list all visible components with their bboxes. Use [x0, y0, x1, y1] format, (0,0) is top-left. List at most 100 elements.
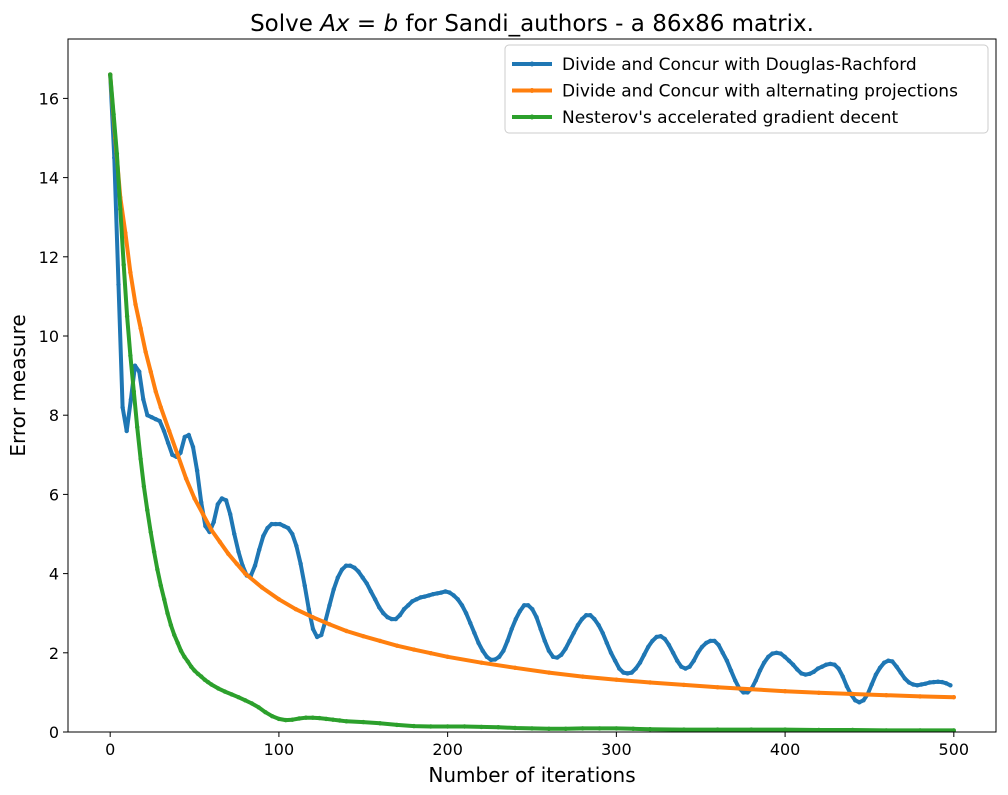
data-point [310, 615, 315, 620]
data-point [344, 719, 349, 724]
legend-label: Nesterov's accelerated gradient decent [562, 108, 898, 128]
data-point [563, 646, 568, 651]
data-point [571, 630, 576, 636]
data-point [138, 456, 143, 461]
data-point [319, 632, 324, 638]
data-point [352, 565, 357, 570]
y-tick-label: 10 [39, 327, 59, 346]
data-point [550, 654, 556, 659]
data-point [128, 270, 133, 275]
data-point [468, 620, 473, 626]
data-point [741, 690, 746, 695]
data-point [411, 647, 417, 652]
data-point [443, 589, 448, 594]
data-point [708, 638, 713, 644]
x-tick-label: 300 [601, 740, 632, 759]
data-point [733, 678, 738, 683]
series-markers-2 [108, 72, 956, 700]
data-point [774, 650, 779, 655]
data-point [331, 587, 336, 592]
data-point [199, 500, 204, 505]
data-point [546, 670, 552, 675]
data-point [215, 502, 220, 507]
data-point [884, 693, 889, 698]
data-point [111, 112, 116, 117]
data-point [269, 521, 274, 527]
data-point [559, 652, 564, 657]
data-point [252, 563, 258, 568]
data-point [199, 674, 204, 679]
data-point [182, 434, 187, 440]
data-point [165, 440, 171, 446]
data-point [422, 594, 427, 599]
data-point [276, 716, 282, 722]
data-point [153, 417, 158, 422]
data-point [658, 634, 663, 639]
data-point [625, 671, 630, 676]
data-point [939, 679, 945, 685]
data-point [675, 658, 680, 663]
data-point [406, 603, 411, 608]
data-point [828, 661, 833, 667]
data-point [951, 695, 956, 700]
data-point [919, 682, 924, 687]
data-point [580, 726, 585, 731]
data-point [445, 724, 450, 729]
data-point [509, 626, 514, 632]
data-point [608, 650, 614, 655]
data-point [249, 701, 255, 706]
data-point [143, 349, 148, 354]
data-point [128, 397, 134, 402]
data-point [886, 658, 891, 663]
data-point [546, 726, 552, 731]
data-point [681, 727, 687, 732]
data-point [832, 662, 837, 667]
data-point [344, 628, 349, 634]
data-point [116, 282, 121, 287]
data-point [335, 575, 340, 580]
title-part: = [350, 11, 384, 37]
data-point [194, 468, 200, 473]
data-point [526, 603, 531, 608]
data-point [517, 609, 523, 614]
data-point [141, 397, 146, 402]
data-point [394, 722, 400, 728]
data-point [121, 262, 126, 267]
data-point [209, 527, 214, 533]
data-point [715, 685, 720, 690]
data-point [148, 529, 153, 535]
data-point [306, 607, 311, 612]
data-point [910, 682, 916, 687]
data-point [948, 683, 953, 688]
data-point [757, 668, 763, 673]
data-point [873, 672, 879, 677]
data-point [290, 531, 295, 537]
data-point [691, 658, 696, 663]
data-point [795, 667, 800, 672]
data-point [695, 650, 701, 655]
data-point [439, 590, 444, 595]
data-point [844, 684, 850, 689]
data-point [479, 724, 484, 730]
data-point [861, 698, 866, 703]
y-tick-label: 12 [39, 248, 59, 267]
data-point [426, 593, 432, 598]
x-axis-label: Number of iterations [428, 763, 635, 787]
data-point [229, 692, 234, 697]
data-point [816, 727, 821, 732]
data-point [492, 657, 498, 662]
data-point [770, 651, 775, 656]
data-point [389, 616, 394, 622]
x-tick-label: 200 [432, 740, 463, 759]
data-point [836, 666, 841, 671]
data-point [555, 655, 560, 660]
x-tick-label: 500 [939, 740, 970, 759]
y-tick-label: 2 [49, 644, 59, 663]
data-point [273, 521, 278, 527]
data-point [317, 715, 322, 721]
data-point [745, 690, 750, 695]
title-part: Ax [318, 11, 350, 37]
data-point [324, 716, 329, 722]
y-tick-label: 4 [49, 565, 59, 584]
data-point [310, 626, 316, 632]
